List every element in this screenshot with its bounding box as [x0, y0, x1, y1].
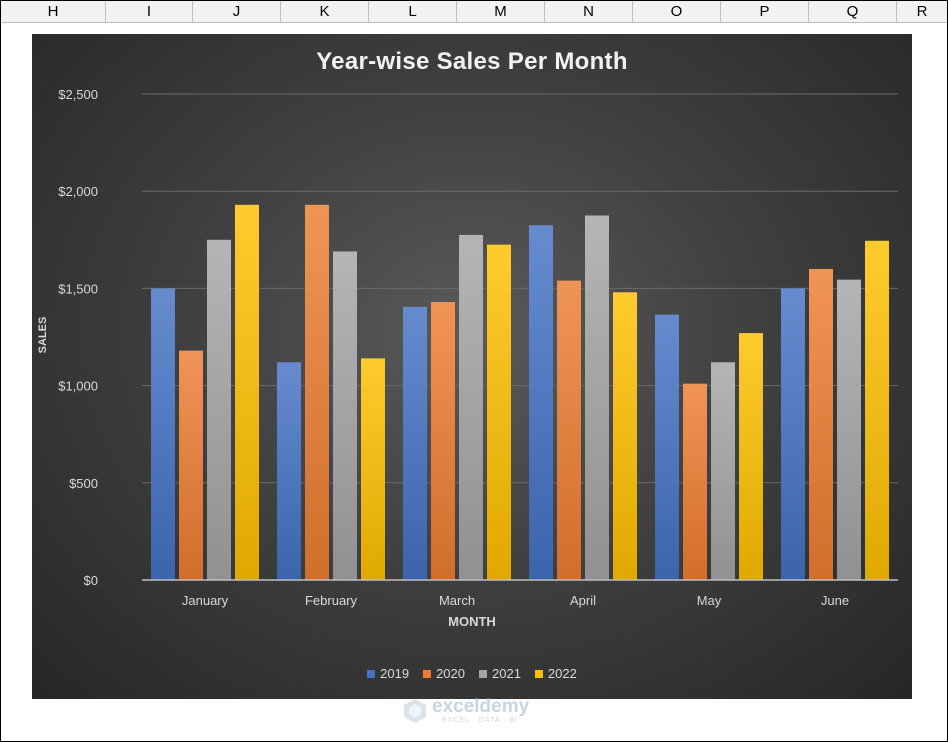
bar-january-2020[interactable]: [179, 350, 203, 580]
column-header-h[interactable]: H: [1, 1, 106, 22]
column-header-m[interactable]: M: [457, 1, 545, 22]
bar-march-2020[interactable]: [431, 302, 455, 580]
column-header-k[interactable]: K: [281, 1, 369, 22]
legend-item[interactable]: 2019: [367, 666, 409, 681]
x-tick-label[interactable]: April: [570, 593, 596, 608]
column-header-i[interactable]: I: [106, 1, 193, 22]
bar-january-2022[interactable]: [235, 204, 259, 581]
bar-march-2019[interactable]: [403, 306, 427, 580]
legend[interactable]: 2019 2020 2021 2022: [32, 666, 912, 681]
bar-may-2020[interactable]: [683, 383, 707, 580]
legend-item[interactable]: 2020: [423, 666, 465, 681]
bar-may-2021[interactable]: [711, 362, 735, 580]
bar-march-2021[interactable]: [459, 234, 483, 580]
x-tick-label[interactable]: February: [305, 593, 358, 608]
y-tick-label[interactable]: $2,000: [58, 184, 98, 199]
bar-february-2021[interactable]: [333, 251, 357, 581]
bar-february-2019[interactable]: [277, 362, 301, 580]
bar-april-2022[interactable]: [613, 292, 637, 580]
exceldemy-logo-icon: [404, 699, 426, 723]
y-tick-label[interactable]: $1,000: [58, 379, 98, 394]
column-header-r[interactable]: R: [916, 3, 928, 20]
chart-area[interactable]: Year-wise Sales Per Month SALES $0 $500 $1…: [32, 34, 912, 699]
legend-swatch: [423, 669, 432, 678]
x-axis-title[interactable]: MONTH: [448, 614, 496, 629]
bar-april-2020[interactable]: [557, 280, 581, 580]
bar-february-2022[interactable]: [361, 358, 385, 580]
y-tick-label[interactable]: $2,500: [58, 87, 98, 102]
bar-march-2022[interactable]: [487, 244, 511, 580]
chart-title[interactable]: Year-wise Sales Per Month: [316, 48, 628, 75]
column-header-p[interactable]: P: [721, 1, 809, 22]
bar-june-2022[interactable]: [865, 240, 889, 580]
y-tick-label[interactable]: $500: [69, 476, 98, 491]
bar-april-2019[interactable]: [529, 225, 553, 580]
bar-may-2019[interactable]: [655, 314, 679, 580]
column-header-l[interactable]: L: [369, 1, 457, 22]
legend-label: 2021: [492, 666, 521, 681]
bar-april-2021[interactable]: [585, 215, 609, 581]
watermark-tagline: EXCEL · DATA · BI: [442, 717, 518, 724]
legend-label: 2020: [436, 666, 465, 681]
x-tick-label[interactable]: March: [439, 593, 475, 608]
column-header-row: H I J K L M N O P Q R: [1, 1, 947, 23]
legend-item[interactable]: 2022: [534, 666, 577, 681]
watermark: exceldemy EXCEL · DATA · BI: [402, 696, 546, 726]
watermark-name: exceldemy: [432, 696, 530, 717]
column-header-j[interactable]: J: [193, 1, 281, 22]
y-tick-label[interactable]: $1,500: [58, 281, 98, 296]
plot-area[interactable]: $0 $500 $1,000 $1,500 $2,000 $2,500 January Feb…: [32, 34, 912, 699]
bar-june-2019[interactable]: [781, 288, 805, 580]
legend-label: 2022: [547, 666, 577, 681]
legend-swatch: [367, 669, 376, 678]
x-tick-label[interactable]: May: [697, 593, 722, 608]
bar-june-2021[interactable]: [837, 279, 861, 580]
bar-february-2020[interactable]: [305, 204, 329, 581]
x-tick-label[interactable]: January: [182, 593, 229, 608]
column-header-q[interactable]: Q: [809, 1, 897, 22]
legend-swatch: [534, 669, 543, 678]
legend-swatch: [479, 669, 487, 678]
bar-january-2021[interactable]: [207, 239, 231, 581]
x-tick-label[interactable]: June: [821, 593, 849, 608]
column-header-o[interactable]: O: [633, 1, 721, 22]
bar-may-2022[interactable]: [739, 333, 763, 580]
bar-january-2019[interactable]: [151, 288, 175, 580]
y-tick-label[interactable]: $0: [84, 573, 98, 588]
bar-june-2020[interactable]: [809, 268, 833, 580]
legend-label: 2019: [380, 666, 410, 681]
legend-item[interactable]: 2021: [479, 666, 521, 681]
column-header-n[interactable]: N: [545, 1, 633, 22]
